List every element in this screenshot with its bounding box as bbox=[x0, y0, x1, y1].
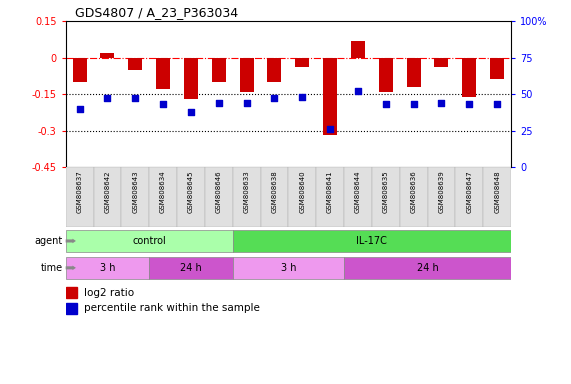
Bar bbox=[149, 257, 233, 279]
Text: time: time bbox=[41, 263, 63, 273]
Bar bbox=[177, 167, 205, 227]
Bar bbox=[233, 257, 344, 279]
Bar bbox=[66, 303, 77, 314]
Text: GSM808643: GSM808643 bbox=[132, 170, 138, 213]
Text: GSM808648: GSM808648 bbox=[494, 170, 500, 213]
Text: IL-17C: IL-17C bbox=[356, 236, 387, 246]
Text: GSM808638: GSM808638 bbox=[271, 170, 278, 213]
Bar bbox=[73, 58, 87, 82]
Point bbox=[242, 100, 251, 106]
Bar bbox=[149, 167, 177, 227]
Bar bbox=[233, 230, 511, 252]
Bar bbox=[233, 167, 260, 227]
Text: GSM808633: GSM808633 bbox=[244, 170, 250, 213]
Bar bbox=[295, 58, 309, 67]
Bar bbox=[407, 58, 421, 87]
Text: 24 h: 24 h bbox=[417, 263, 439, 273]
Text: 3 h: 3 h bbox=[280, 263, 296, 273]
Bar bbox=[316, 167, 344, 227]
Bar bbox=[66, 230, 233, 252]
Point bbox=[437, 100, 446, 106]
Bar bbox=[288, 167, 316, 227]
Point bbox=[297, 94, 307, 100]
Text: GSM808637: GSM808637 bbox=[77, 170, 83, 213]
Bar bbox=[372, 167, 400, 227]
Text: GDS4807 / A_23_P363034: GDS4807 / A_23_P363034 bbox=[75, 5, 238, 18]
Bar bbox=[128, 58, 142, 70]
Text: GSM808639: GSM808639 bbox=[439, 170, 444, 213]
Text: percentile rank within the sample: percentile rank within the sample bbox=[85, 303, 260, 313]
Bar bbox=[100, 53, 114, 58]
Text: GSM808646: GSM808646 bbox=[216, 170, 222, 213]
Point bbox=[381, 101, 391, 108]
Bar bbox=[344, 257, 511, 279]
Point bbox=[159, 101, 168, 108]
Text: GSM808645: GSM808645 bbox=[188, 170, 194, 212]
Bar bbox=[240, 58, 254, 92]
Text: GSM808641: GSM808641 bbox=[327, 170, 333, 213]
Point bbox=[409, 101, 418, 108]
Bar bbox=[267, 58, 282, 82]
Bar bbox=[344, 167, 372, 227]
Text: 3 h: 3 h bbox=[100, 263, 115, 273]
Text: GSM808642: GSM808642 bbox=[104, 170, 110, 212]
Bar bbox=[490, 58, 504, 79]
Point bbox=[103, 95, 112, 101]
Bar bbox=[260, 167, 288, 227]
Text: log2 ratio: log2 ratio bbox=[85, 288, 135, 298]
Text: GSM808644: GSM808644 bbox=[355, 170, 361, 212]
Text: GSM808647: GSM808647 bbox=[467, 170, 472, 213]
Text: 24 h: 24 h bbox=[180, 263, 202, 273]
Text: GSM808635: GSM808635 bbox=[383, 170, 389, 213]
Point bbox=[131, 95, 140, 101]
Point bbox=[270, 95, 279, 101]
Point bbox=[353, 88, 363, 94]
Bar bbox=[184, 58, 198, 99]
Bar bbox=[463, 58, 476, 96]
Point bbox=[75, 106, 84, 112]
Bar bbox=[66, 167, 94, 227]
Bar bbox=[156, 58, 170, 89]
Bar bbox=[456, 167, 483, 227]
Bar bbox=[212, 58, 226, 82]
Text: GSM808634: GSM808634 bbox=[160, 170, 166, 213]
Bar bbox=[435, 58, 448, 67]
Point bbox=[214, 100, 223, 106]
Point bbox=[325, 126, 335, 132]
Bar bbox=[379, 58, 393, 92]
Bar bbox=[94, 167, 122, 227]
Bar bbox=[400, 167, 428, 227]
Text: GSM808640: GSM808640 bbox=[299, 170, 305, 213]
Point bbox=[493, 101, 502, 108]
Bar bbox=[323, 58, 337, 136]
Bar bbox=[122, 167, 149, 227]
Bar bbox=[66, 288, 77, 298]
Bar bbox=[351, 41, 365, 58]
Bar bbox=[205, 167, 233, 227]
Text: agent: agent bbox=[35, 236, 63, 246]
Text: GSM808636: GSM808636 bbox=[411, 170, 417, 213]
Bar bbox=[66, 257, 149, 279]
Point bbox=[186, 109, 195, 115]
Bar bbox=[483, 167, 511, 227]
Text: control: control bbox=[132, 236, 166, 246]
Point bbox=[465, 101, 474, 108]
Bar bbox=[428, 167, 456, 227]
